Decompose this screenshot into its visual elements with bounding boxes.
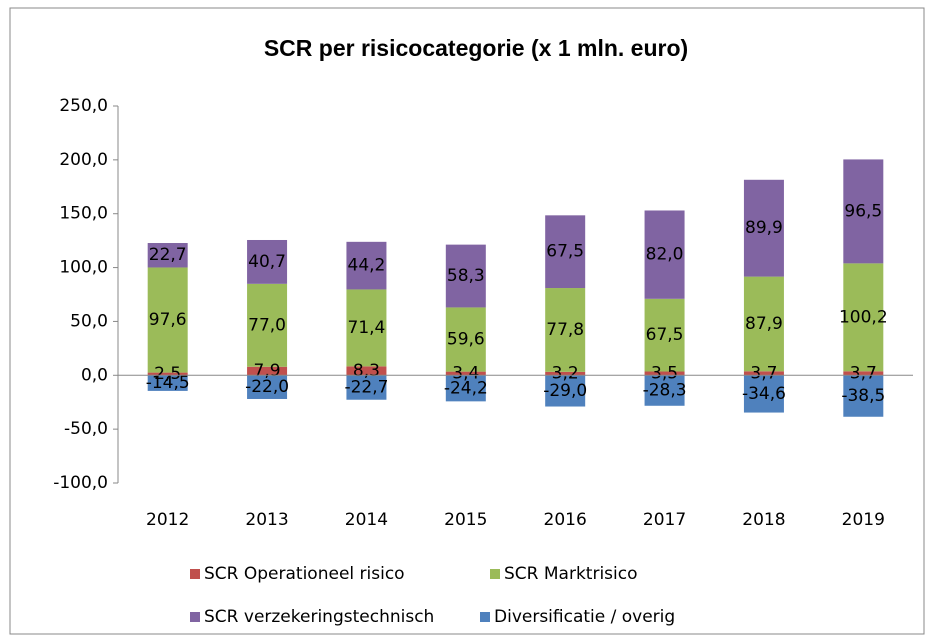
legend-label: SCR Marktrisico — [504, 564, 638, 584]
bar-segment — [147, 267, 188, 373]
x-tick-label: 2018 — [742, 510, 785, 530]
data-label: 22,7 — [149, 245, 187, 265]
data-label: 89,9 — [745, 218, 783, 238]
data-label: 7,9 — [254, 361, 281, 381]
bar-segment — [445, 371, 486, 376]
x-tick-label: 2013 — [245, 510, 288, 530]
data-label: 44,2 — [348, 256, 386, 276]
data-label: 59,6 — [447, 330, 485, 350]
data-label: 3,5 — [651, 363, 678, 383]
bar-segment — [147, 243, 188, 268]
data-label: 71,4 — [348, 318, 386, 338]
bar-segment — [843, 371, 884, 376]
data-label: 3,7 — [750, 363, 777, 383]
data-label: 58,3 — [447, 266, 485, 286]
data-label: -28,3 — [643, 381, 687, 401]
data-label: -34,6 — [742, 384, 786, 404]
data-label: 2,5 — [154, 364, 181, 384]
y-tick-label: 50,0 — [70, 311, 108, 331]
bar-segment — [843, 375, 884, 417]
y-tick-label: 150,0 — [59, 204, 108, 224]
bar-segment — [346, 375, 387, 400]
legend-swatch — [190, 569, 200, 579]
bar-segment — [843, 159, 884, 264]
bar-segment — [445, 244, 486, 308]
data-label: -22,0 — [245, 377, 289, 397]
data-label: 100,2 — [839, 307, 888, 327]
x-tick-label: 2016 — [544, 510, 587, 530]
data-label: 67,5 — [546, 242, 584, 262]
y-tick-label: 250,0 — [59, 96, 108, 116]
data-label: 97,6 — [149, 310, 187, 330]
data-label: -38,5 — [841, 386, 885, 406]
bar-segment — [743, 371, 784, 376]
legend-swatch — [490, 569, 500, 579]
data-label: -22,7 — [344, 378, 388, 398]
bar-segment — [644, 298, 685, 372]
x-tick-label: 2019 — [842, 510, 885, 530]
y-tick-label: 100,0 — [59, 258, 108, 278]
bar-segment — [545, 288, 586, 372]
y-tick-label: 0,0 — [81, 365, 108, 385]
legend-swatch — [480, 612, 490, 622]
bar-segment — [147, 372, 188, 376]
bar-segment — [545, 371, 586, 376]
x-tick-label: 2017 — [643, 510, 686, 530]
legend-label: SCR verzekeringstechnisch — [204, 607, 434, 627]
bar-segment — [247, 283, 288, 367]
data-label: 8,3 — [353, 361, 380, 381]
data-label: 3,7 — [850, 363, 877, 383]
legend-swatch — [190, 612, 200, 622]
data-label: 77,8 — [546, 320, 584, 340]
bar-segment — [644, 371, 685, 376]
bar-segment — [346, 289, 387, 367]
bar-segment — [346, 241, 387, 290]
bar-segment — [247, 366, 288, 376]
bar-segment — [346, 366, 387, 376]
bar-segment — [644, 375, 685, 406]
bar-segment — [445, 307, 486, 372]
bar-segment — [743, 179, 784, 277]
chart-title: SCR per risicocategorie (x 1 mln. euro) — [264, 35, 688, 61]
y-tick-label: -100,0 — [53, 473, 108, 493]
data-label: 3,2 — [552, 364, 579, 384]
bar-segment — [843, 263, 884, 372]
y-tick-label: 200,0 — [59, 150, 108, 170]
bar-segment — [545, 215, 586, 289]
bar-segment — [147, 375, 188, 391]
bar-segment — [545, 375, 586, 407]
data-label: -14,5 — [146, 373, 190, 393]
data-label: -29,0 — [543, 381, 587, 401]
data-label: -24,2 — [444, 378, 488, 398]
bar-segment — [445, 375, 486, 402]
bar-segment — [743, 375, 784, 413]
data-label: 82,0 — [646, 245, 684, 265]
data-label: 77,0 — [248, 315, 286, 335]
bar-segment — [247, 375, 288, 399]
bar-segment — [247, 239, 288, 284]
data-label: 96,5 — [844, 201, 882, 221]
y-tick-label: -50,0 — [64, 419, 108, 439]
legend-label: SCR Operationeel risico — [204, 564, 405, 584]
bar-segment — [644, 210, 685, 299]
data-label: 87,9 — [745, 314, 783, 334]
data-label: 67,5 — [646, 325, 684, 345]
data-label: 40,7 — [248, 252, 286, 272]
legend-label: Diversificatie / overig — [494, 607, 675, 627]
x-tick-label: 2012 — [146, 510, 189, 530]
data-label: 3,4 — [452, 363, 479, 383]
x-tick-label: 2015 — [444, 510, 487, 530]
bar-segment — [743, 276, 784, 372]
x-tick-label: 2014 — [345, 510, 388, 530]
